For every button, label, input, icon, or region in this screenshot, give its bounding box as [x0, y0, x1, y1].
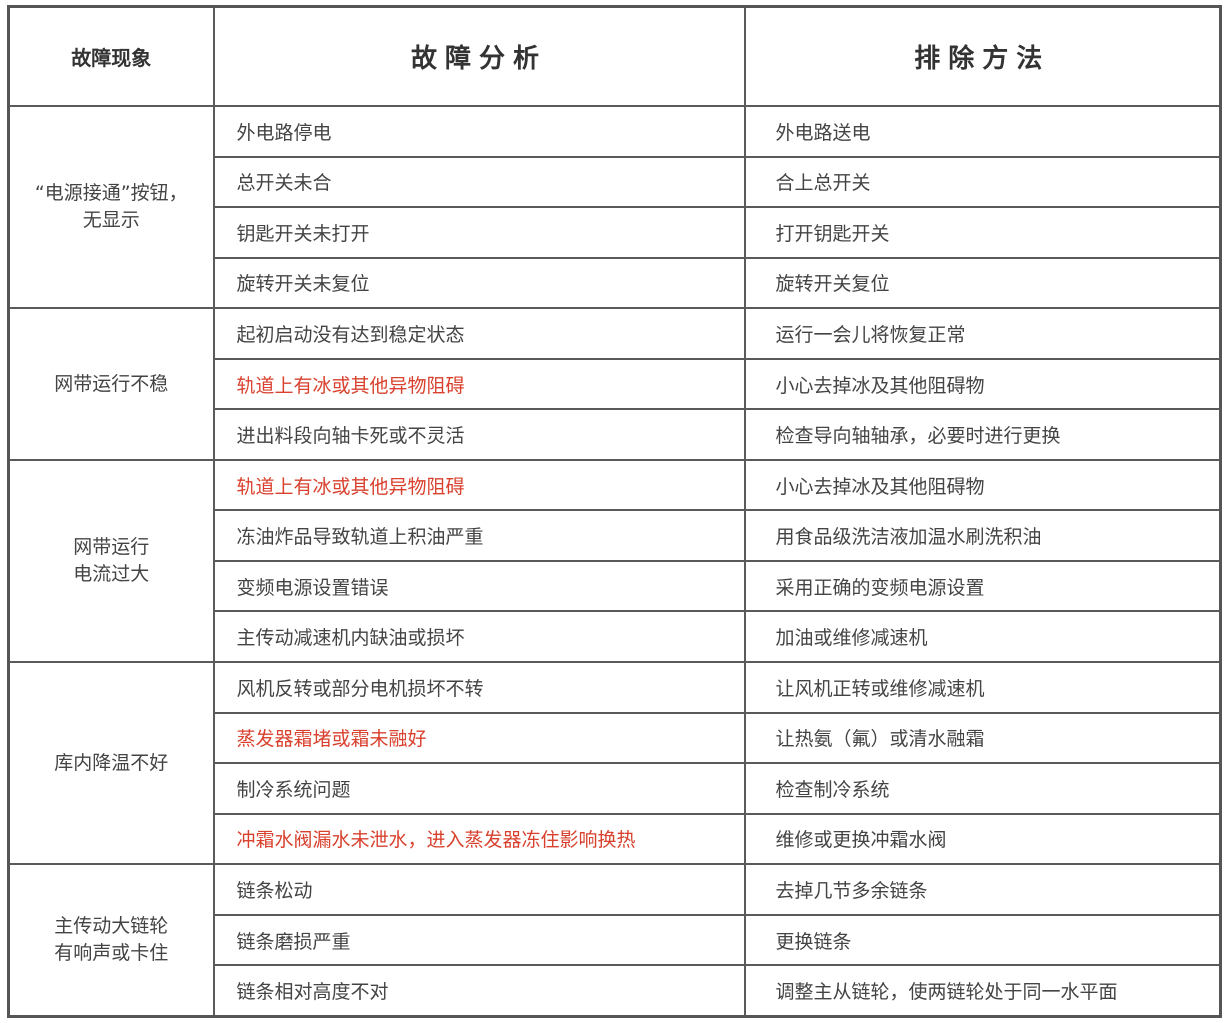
remedy-cell: 检查导向轴轴承，必要时进行更换 [743, 408, 1222, 461]
symptom-cell: 库内降温不好 [7, 661, 215, 866]
troubleshooting-table: 故障现象 故障分析 排除方法 “电源接通”按钮， 无显示 外电路停电 外电路送电 总开… [7, 5, 1222, 1018]
table-row: “电源接通”按钮， 无显示 外电路停电 外电路送电 [7, 104, 1222, 310]
table-row: 变频电源设置错误 采用正确的变频电源设置 [9, 559, 1222, 613]
remedy-cell: 调整主从链轮，使两链轮处于同一水平面 [743, 964, 1222, 1018]
cause-cell: 进出料段向轴卡死或不灵活 [212, 408, 746, 461]
table-row: 网带运行 电流过大 轨道上有冰或其他异物阻碍 小心去掉冰及其他阻碍物 [7, 458, 1222, 664]
cause-cell: 钥匙开关未打开 [212, 206, 746, 259]
cause-cell: 总开关未合 [212, 155, 746, 209]
table-row: 库内降温不好 风机反转或部分电机损坏不转 让风机正转或维修减速机 [7, 661, 1222, 866]
cause-cell: 冲霜水阀漏水未泄水，进入蒸发器冻住影响换热 [212, 812, 746, 866]
cause-cell: 旋转开关未复位 [212, 256, 746, 310]
cause-cell: 起初启动没有达到稳定状态 [212, 307, 746, 360]
header-remedy: 排除方法 [743, 5, 1222, 107]
cause-cell: 链条相对高度不对 [212, 964, 746, 1018]
table-row: 进出料段向轴卡死或不灵活 检查导向轴轴承，必要时进行更换 [9, 408, 1222, 461]
remedy-cell: 加油或维修减速机 [743, 610, 1222, 664]
remedy-cell: 运行一会儿将恢复正常 [743, 307, 1222, 360]
header-symptom: 故障现象 [7, 5, 215, 107]
remedy-cell: 让热氨（氟）或清水融霜 [743, 711, 1222, 765]
remedy-cell: 外电路送电 [743, 105, 1222, 158]
table-row: 网带运行不稳 起初启动没有达到稳定状态 运行一会儿将恢复正常 [7, 307, 1222, 461]
table-row: 冻油炸品导致轨道上积油严重 用食品级洗洁液加温水刷洗积油 [9, 509, 1222, 562]
symptom-cell: “电源接通”按钮， 无显示 [7, 104, 215, 310]
cause-cell: 轨道上有冰或其他异物阻碍 [212, 357, 746, 411]
remedy-cell: 去掉几节多余链条 [743, 863, 1222, 916]
remedy-cell: 维修或更换冲霜水阀 [743, 812, 1222, 866]
remedy-cell: 小心去掉冰及其他阻碍物 [743, 458, 1222, 512]
table-row: 轨道上有冰或其他异物阻碍 小心去掉冰及其他阻碍物 [9, 357, 1222, 411]
header-row: 故障现象 故障分析 排除方法 [7, 5, 1222, 107]
cause-cell: 外电路停电 [212, 105, 746, 158]
cause-cell: 蒸发器霜堵或霜未融好 [212, 711, 746, 765]
remedy-cell: 用食品级洗洁液加温水刷洗积油 [743, 509, 1222, 562]
cause-cell: 冻油炸品导致轨道上积油严重 [212, 509, 746, 562]
symptom-cell: 网带运行不稳 [7, 307, 215, 461]
cause-cell: 变频电源设置错误 [212, 559, 746, 613]
symptom-cell: 主传动大链轮 有响声或卡住 [7, 863, 215, 1018]
table-row: 冲霜水阀漏水未泄水，进入蒸发器冻住影响换热 维修或更换冲霜水阀 [9, 812, 1222, 866]
cause-cell: 链条磨损严重 [212, 913, 746, 967]
table-row: 蒸发器霜堵或霜未融好 让热氨（氟）或清水融霜 [9, 711, 1222, 765]
cause-cell: 风机反转或部分电机损坏不转 [212, 661, 746, 714]
table-row: 旋转开关未复位 旋转开关复位 [9, 256, 1222, 310]
remedy-cell: 检查制冷系统 [743, 762, 1222, 815]
cause-cell: 链条松动 [212, 863, 746, 916]
header-cause: 故障分析 [212, 5, 746, 107]
symptom-cell: 网带运行 电流过大 [7, 458, 215, 664]
remedy-cell: 更换链条 [743, 913, 1222, 967]
table-row: 总开关未合 合上总开关 [9, 155, 1222, 209]
remedy-cell: 合上总开关 [743, 155, 1222, 209]
table-row: 主传动大链轮 有响声或卡住 链条松动 去掉几节多余链条 [7, 863, 1222, 1018]
cause-cell: 制冷系统问题 [212, 762, 746, 815]
table-row: 制冷系统问题 检查制冷系统 [9, 762, 1222, 815]
table-row: 链条相对高度不对 调整主从链轮，使两链轮处于同一水平面 [9, 964, 1222, 1018]
remedy-cell: 让风机正转或维修减速机 [743, 661, 1222, 714]
table-row: 钥匙开关未打开 打开钥匙开关 [9, 206, 1222, 259]
remedy-cell: 打开钥匙开关 [743, 206, 1222, 259]
cause-cell: 主传动减速机内缺油或损坏 [212, 610, 746, 664]
table-row: 链条磨损严重 更换链条 [9, 913, 1222, 967]
remedy-cell: 采用正确的变频电源设置 [743, 559, 1222, 613]
remedy-cell: 小心去掉冰及其他阻碍物 [743, 357, 1222, 411]
table-row: 主传动减速机内缺油或损坏 加油或维修减速机 [9, 610, 1222, 664]
cause-cell: 轨道上有冰或其他异物阻碍 [212, 458, 746, 512]
remedy-cell: 旋转开关复位 [743, 256, 1222, 310]
